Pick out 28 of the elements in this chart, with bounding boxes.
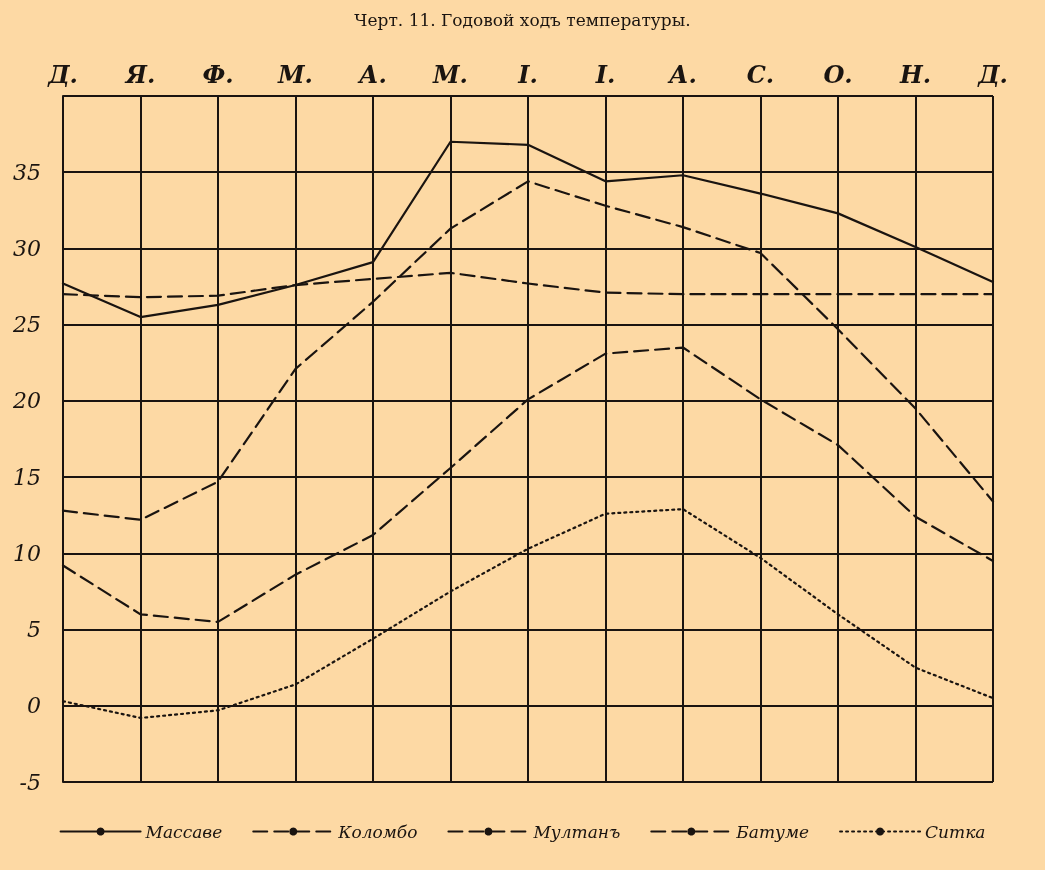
y-tick-label: 0 [27, 693, 41, 719]
x-tick-label: А. [667, 59, 697, 89]
y-tick-label: 15 [13, 464, 41, 490]
x-tick-label: С. [746, 59, 775, 89]
y-tick-label: 20 [12, 388, 41, 414]
y-tick-label: 10 [13, 540, 41, 566]
legend-label: Ситка [925, 821, 986, 842]
y-tick-label: 25 [12, 312, 41, 338]
legend-label: Мултанъ [532, 821, 621, 842]
legend-label: Коломбо [337, 821, 418, 842]
legend-label: Массаве [144, 821, 223, 842]
x-tick-label: Я. [123, 59, 156, 89]
x-tick-label: І. [594, 59, 616, 89]
x-tick-label: Н. [898, 59, 932, 89]
x-tick-label: О. [823, 59, 853, 89]
x-tick-label: М. [277, 59, 313, 89]
x-tick-label: Д. [977, 59, 1008, 89]
x-tick-label: Ф. [202, 59, 234, 89]
y-tick-label: 35 [13, 159, 41, 185]
y-tick-label: 5 [27, 617, 41, 643]
x-tick-label: Д. [47, 59, 78, 89]
chart-title: Черт. 11. Годовой ходъ температуры. [354, 9, 691, 30]
x-tick-label: М. [432, 59, 468, 89]
y-tick-label: 30 [13, 235, 41, 261]
x-tick-label: А. [357, 59, 387, 89]
x-tick-label: І. [517, 59, 538, 89]
legend-label: Батуме [735, 821, 810, 842]
y-tick-label: -5 [19, 769, 41, 795]
